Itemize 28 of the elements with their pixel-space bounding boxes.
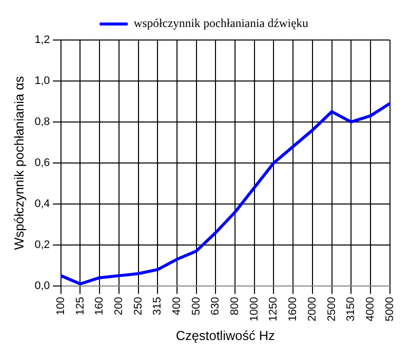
x-tick-label: 200 [112, 296, 125, 316]
y-tick-label: 1,2 [34, 34, 50, 46]
y-tick-label: 0,2 [34, 238, 50, 251]
x-tick-label: 400 [171, 296, 184, 316]
legend-label: współczynnik pochłaniania dźwięku [134, 16, 308, 30]
x-tick-label: 630 [210, 296, 222, 316]
x-tick-label: 250 [132, 296, 144, 316]
x-tick-label: 4000 [364, 296, 376, 322]
y-tick-label: 0,8 [34, 116, 50, 128]
x-tick-label: 1600 [287, 296, 300, 322]
x-tick-label: 2500 [326, 296, 338, 322]
y-tick-label: 0,0 [34, 280, 50, 292]
x-tick-label: 2000 [306, 296, 318, 322]
x-tick-label: 800 [229, 296, 242, 316]
y-tick-label: 0,6 [34, 156, 50, 169]
x-axis-title: Częstotliwość Hz [176, 328, 275, 343]
x-tick-label: 5000 [384, 296, 396, 322]
x-tick-label: 1000 [248, 296, 260, 322]
x-tick-label: 315 [152, 296, 164, 316]
y-tick-label: 0,4 [34, 198, 50, 210]
x-tick-label: 100 [54, 296, 67, 316]
x-tick-label: 1250 [268, 296, 280, 322]
x-tick-label: 160 [94, 296, 106, 316]
x-tick-label: 500 [190, 296, 202, 316]
y-tick-label: 1,0 [34, 75, 50, 88]
x-tick-label: 125 [74, 296, 86, 316]
y-axis-title: Współczynnik pochłaniania αs [11, 76, 26, 250]
x-tick-label: 3150 [345, 296, 358, 322]
